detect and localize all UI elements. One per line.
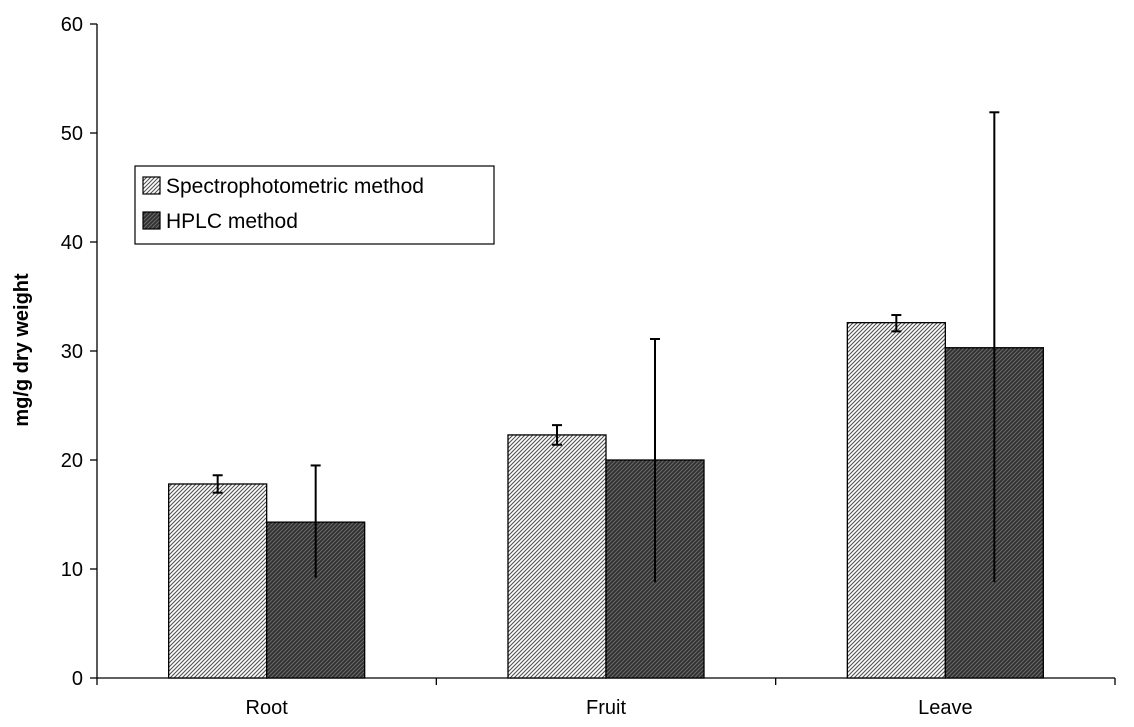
legend-box [134, 165, 495, 245]
y-tick-label: 30 [61, 341, 83, 363]
x-tick-label: Leave [918, 697, 973, 719]
x-tick-label: Fruit [586, 697, 626, 719]
y-tick-label: 50 [61, 123, 83, 145]
legend-label: HPLC method [166, 210, 298, 233]
legend-swatch [142, 176, 161, 195]
y-tick-label: 0 [72, 668, 83, 690]
y-tick-label: 60 [61, 14, 83, 36]
y-tick-label: 40 [61, 232, 83, 254]
y-tick-label: 10 [61, 559, 83, 581]
legend-swatch [142, 211, 161, 230]
plot-area: 0 10 20 30 40 50 60 Root Fruit Leave [61, 14, 1116, 719]
bar-spectrophotometric [507, 434, 607, 679]
legend-label: Spectrophotometric method [166, 175, 424, 198]
bar-spectrophotometric [168, 483, 268, 679]
legend: Spectrophotometric method HPLC method [134, 165, 495, 245]
y-axis-title: mg/g dry weight [11, 273, 33, 427]
y-tick-label: 20 [61, 450, 83, 472]
bar-spectrophotometric [846, 322, 946, 679]
x-tick-label: Root [246, 697, 289, 719]
